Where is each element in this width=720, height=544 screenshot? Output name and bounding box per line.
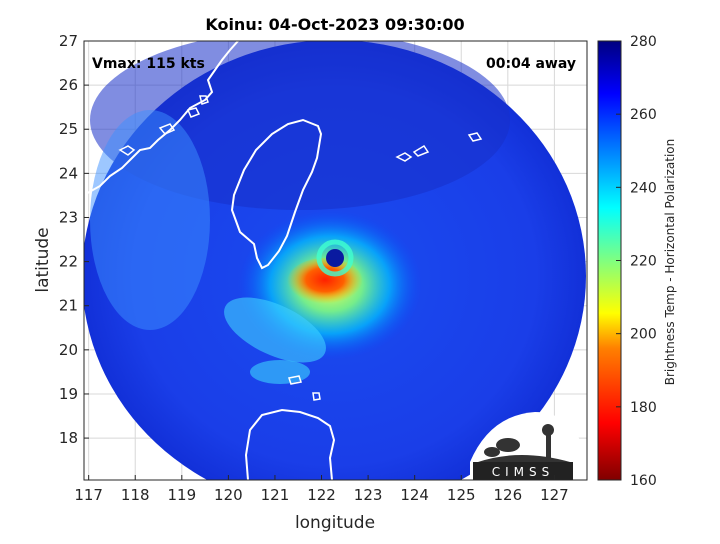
colorbar-tick-label: 240 [630, 180, 657, 196]
logo-dish-small [484, 447, 500, 457]
logo-text: CIMSS [492, 465, 555, 479]
plot-content: CIMSS [84, 41, 587, 480]
axes-frame [83, 40, 588, 481]
y-tick-label: 21 [59, 297, 78, 315]
ryukyu-islands [395, 71, 587, 162]
x-tick-label: 125 [447, 486, 476, 504]
storm-eye [326, 249, 344, 267]
logo-tower-top [542, 424, 554, 436]
x-tick-label: 119 [167, 486, 196, 504]
batanes-islands [288, 375, 321, 401]
y-axis-label: latitude [33, 227, 53, 292]
vmax-label: Vmax: 115 kts [92, 56, 205, 72]
x-tick-label: 118 [121, 486, 150, 504]
time-away-label: 00:04 away [486, 56, 576, 72]
x-axis-ticks: 117 118 119 120 121 122 123 124 125 126 127 [74, 475, 569, 504]
eyewall-ring [316, 239, 354, 277]
logo-banner [473, 462, 573, 480]
colorbar-tick-label: 180 [630, 400, 657, 416]
x-tick-label: 123 [354, 486, 383, 504]
y-tick-label: 19 [59, 385, 78, 403]
philippines-coastline [244, 408, 336, 480]
coastal-islands [118, 95, 209, 156]
warm-land-band [90, 110, 210, 330]
y-tick-label: 27 [59, 32, 78, 50]
trailing-band [250, 360, 310, 384]
colorbar-tick-label: 280 [630, 34, 657, 50]
x-tick-label: 124 [400, 486, 429, 504]
y-tick-label: 18 [59, 429, 78, 447]
y-tick-label: 24 [59, 164, 78, 182]
x-tick-label: 122 [307, 486, 336, 504]
x-tick-label: 126 [494, 486, 523, 504]
china-coastline [84, 41, 239, 196]
colorbar-tick-label: 160 [630, 473, 657, 489]
colorbar-tick-label: 220 [630, 254, 657, 270]
taiwan-coastline [230, 118, 323, 270]
y-tick-label: 25 [59, 120, 78, 138]
logo-ground [478, 455, 570, 462]
logo-tower [546, 432, 551, 462]
colorbar-tick-label: 260 [630, 107, 657, 123]
colorbar-label: Brightness Temp - Horizontal Polarizatio… [663, 139, 677, 386]
x-tick-label: 117 [74, 486, 103, 504]
y-axis-ticks: 18 19 20 21 22 23 24 25 26 27 [59, 32, 89, 447]
y-tick-label: 22 [59, 253, 78, 271]
colorbar-ticks: 160 180 200 220 240 260 280 [616, 34, 657, 489]
x-tick-label: 121 [261, 486, 290, 504]
x-tick-label: 127 [540, 486, 569, 504]
colorbar-tick-label: 200 [630, 327, 657, 343]
logo-dish [496, 438, 520, 452]
y-tick-label: 20 [59, 341, 78, 359]
y-tick-label: 23 [59, 208, 78, 226]
chart-title: Koinu: 04-Oct-2023 09:30:00 [205, 15, 464, 34]
y-tick-label: 26 [59, 76, 78, 94]
x-axis-label: longitude [295, 513, 375, 533]
x-tick-label: 120 [214, 486, 243, 504]
spiral-band [224, 297, 326, 363]
cimss-logo: CIMSS [470, 412, 587, 480]
